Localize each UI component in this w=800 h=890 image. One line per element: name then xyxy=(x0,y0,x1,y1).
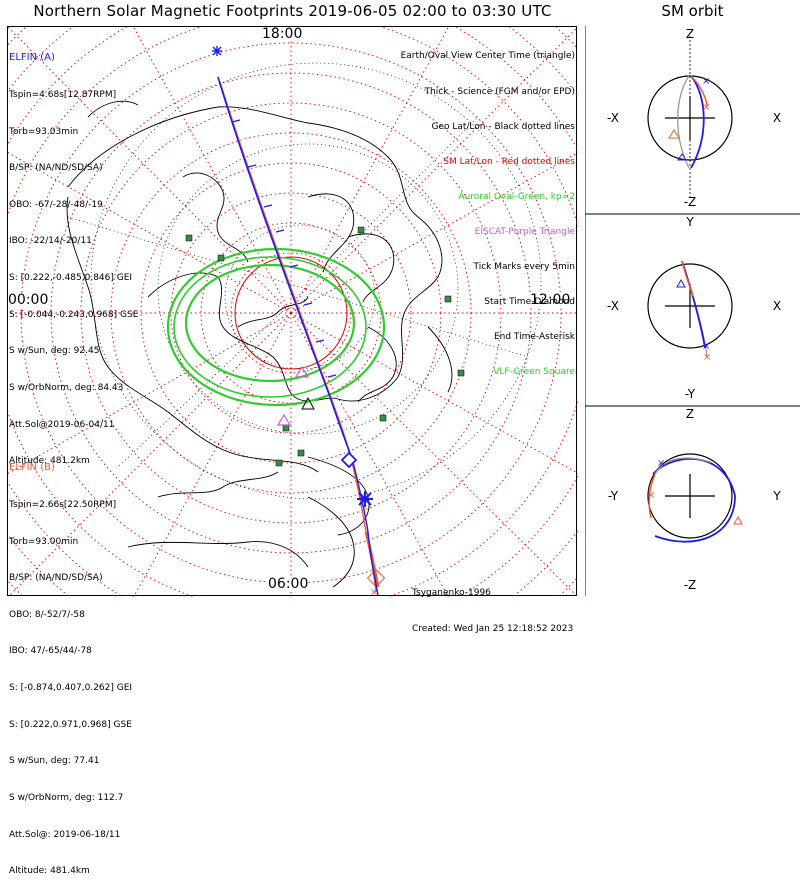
sm-panel-2-bottom: -Y xyxy=(685,387,696,401)
svg-text:×: × xyxy=(647,490,655,501)
svg-text:×: × xyxy=(657,458,665,469)
sm-panel-2-top: Y xyxy=(685,215,694,229)
elfin-a-end-asterisk xyxy=(357,491,373,507)
elfin-a-info: ELFIN (A) Tspin=4.68s[12.87RPM] Torb=93.… xyxy=(9,28,138,480)
sm-panel-3-right: Y xyxy=(772,489,781,503)
sm-orbit-panels: × × Z -Z -X X × × Y -Y -X X × × Z -Z -Y … xyxy=(584,26,800,596)
elfin-b-line: Tspin=2.66s[22.50RPM] xyxy=(9,500,117,511)
coastlines xyxy=(66,100,453,588)
sm-panel-1-top: Z xyxy=(686,27,694,41)
elfin-a-line: B/SP: (NA/ND/SD/SA) xyxy=(9,163,103,174)
elfin-b-line: Att.Sol@: 2019-06-18/11 xyxy=(9,829,121,840)
elfin-b-line: S w/OrbNorm, deg: 112.7 xyxy=(9,792,124,803)
sm-panel-1-bottom: -Z xyxy=(684,195,697,209)
sm-lon-grid xyxy=(8,27,578,597)
sm-panel-xz: × × xyxy=(647,36,733,198)
vlf-stations xyxy=(185,226,465,467)
sm-panel-3-left: -Y xyxy=(608,489,619,503)
credit-model: Tsyganenko-1996 xyxy=(412,588,491,598)
sm-orbit-svg: × × Z -Z -X X × × Y -Y -X X × × Z -Z -Y … xyxy=(584,26,800,596)
legend-item: Geo Lat/Lon - Black dotted lines xyxy=(431,121,575,132)
legend: Earth/Oval View Center Time (triangle) T… xyxy=(401,28,575,391)
elfin-a-line: Torb=93.03min xyxy=(9,126,79,137)
svg-text:×: × xyxy=(370,587,378,597)
plot-title: Northern Solar Magnetic Footprints 2019-… xyxy=(33,2,552,20)
legend-item: SM Lat/Lon - Red dotted lines xyxy=(443,156,575,167)
auroral-oval xyxy=(166,247,386,407)
clock-label-right: 12:00 xyxy=(530,292,571,308)
sm-pole-circle xyxy=(234,256,348,370)
sm-panel-3-top: Z xyxy=(686,407,694,421)
elfin-a-line: S w/OrbNorm, deg: 84.43 xyxy=(9,382,124,393)
sm-panel-yz: × × xyxy=(647,453,743,543)
clock-label-top: 18:00 xyxy=(262,26,303,42)
elfin-b-line: OBO: 8/-52/7/-58 xyxy=(9,609,85,620)
elfin-b-line: IBO: 47/-65/44/-78 xyxy=(9,646,92,657)
elfin-a-line: S: [0.222,-0.485,0.846] GEI xyxy=(9,273,133,284)
sm-orbit-title: SM orbit xyxy=(661,2,724,20)
elfin-a-line: OBO: -67/-28/-48/-19 xyxy=(9,199,103,210)
elfin-a-line: Tspin=4.68s[12.87RPM] xyxy=(9,90,117,101)
legend-item: Tick Marks every 5min xyxy=(473,262,575,273)
eiscat-markers xyxy=(276,365,310,426)
elfin-b-header: ELFIN (B) xyxy=(9,462,55,474)
svg-text:×: × xyxy=(702,102,710,113)
svg-text:×: × xyxy=(703,352,711,363)
legend-item: End Time-Asterisk xyxy=(493,332,575,343)
elfin-b-line: Altitude: 481.4km xyxy=(9,866,90,877)
oval-center-triangle xyxy=(301,396,315,410)
credit-created: Created: Wed Jan 25 12:18:52 2023 xyxy=(412,624,574,634)
elfin-a-line: IBO: -22/14/-20/11 xyxy=(9,236,92,247)
svg-text:×: × xyxy=(702,76,710,87)
elfin-a-line: Altitude: 481.2km xyxy=(9,456,90,467)
elfin-a-line: S: [-0.044,-0.243,0.968] GSE xyxy=(9,309,139,320)
clock-label-left: 00:00 xyxy=(8,292,49,308)
clock-label-bottom: 06:00 xyxy=(268,576,309,592)
sm-panel-1-left: -X xyxy=(607,111,619,125)
sm-panel-2-left: -X xyxy=(607,299,619,313)
elfin-a-line: Att.Sol@2019-06-04/11 xyxy=(9,419,115,430)
elfin-a-line: S w/Sun, deg: 92.45 xyxy=(9,346,100,357)
legend-item: Earth/Oval View Center Time (triangle) xyxy=(400,51,575,62)
elfin-b-line: S: [0.222,0.971,0.968] GSE xyxy=(9,719,132,730)
credits: Tsyganenko-1996 Created: Wed Jan 25 12:1… xyxy=(412,563,573,647)
legend-item: Thick - Science (FGM and/or EPD) xyxy=(424,86,575,97)
legend-item: VLF-Green Square xyxy=(493,367,575,378)
elfin-b-line: S w/Sun, deg: 77.41 xyxy=(9,756,100,767)
elfin-b-line: Torb=93.00min xyxy=(9,536,79,547)
svg-text:×: × xyxy=(702,341,710,352)
elfin-a-track xyxy=(212,46,379,596)
elfin-b-info: ELFIN (B) Tspin=2.66s[22.50RPM] Torb=93.… xyxy=(9,438,132,890)
sm-panel-xy: × × xyxy=(647,260,733,363)
legend-item: Auroral Oval-Green, kp=2 xyxy=(458,191,575,202)
elfin-a-start-diamond xyxy=(340,451,358,469)
sm-panel-1-right: X xyxy=(773,111,781,125)
elfin-b-line: S: [-0.874,0.407,0.262] GEI xyxy=(9,683,133,694)
sm-panel-2-right: X xyxy=(773,299,781,313)
legend-item: EISCAT-Purple Triangle xyxy=(474,226,575,237)
elfin-a-header: ELFIN (A) xyxy=(9,52,55,64)
legend-item: Start Time-Diamond xyxy=(484,297,575,308)
elfin-b-line: B/SP: (NA/ND/SD/SA) xyxy=(9,573,103,584)
sm-panel-3-bottom: -Z xyxy=(684,578,697,592)
